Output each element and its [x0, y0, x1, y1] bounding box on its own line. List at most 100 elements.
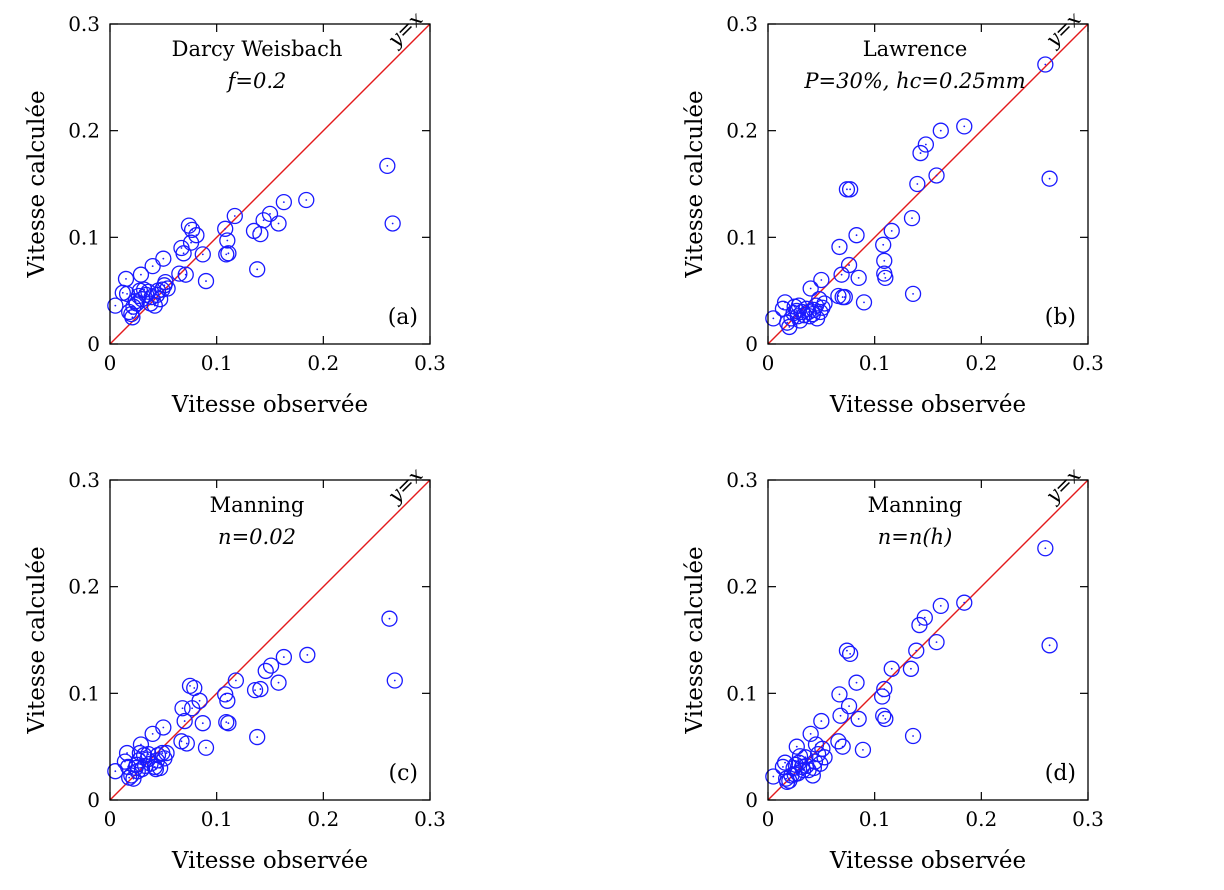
- data-point: [107, 763, 124, 780]
- data-point: [176, 712, 193, 730]
- data-point: [840, 256, 858, 274]
- chart-subtitle: f=0.2: [226, 69, 287, 93]
- data-point: [219, 232, 236, 249]
- data-point: [776, 754, 794, 771]
- y-tick-label: 0.1: [68, 225, 100, 249]
- x-tick-label: 0.1: [201, 351, 233, 375]
- data-point: [379, 157, 396, 175]
- data-point: [249, 261, 266, 278]
- data-point: [252, 225, 269, 243]
- data-point: [903, 209, 921, 227]
- y-tick-label: 0.2: [726, 575, 758, 599]
- data-point: [877, 269, 894, 287]
- plot-frame: [767, 479, 1089, 801]
- data-point: [831, 238, 848, 256]
- x-tick-label: 0.3: [414, 807, 446, 831]
- chart-title: Darcy Weisbach: [172, 37, 343, 61]
- chart-title: Lawrence: [863, 37, 968, 61]
- scatter-plot: 0 0.1 0.2 0.3 0 0.1 0.2 0.3 Vitesse observée Vite…: [682, 7, 1104, 412]
- x-axis-label: Vitesse observée: [829, 392, 1026, 412]
- data-point: [140, 745, 157, 763]
- x-tick-label: 0.2: [307, 351, 339, 375]
- data-point: [834, 738, 851, 755]
- data-point: [838, 642, 856, 659]
- diagonal-label: y=x: [1040, 463, 1085, 508]
- data-point: [252, 680, 269, 698]
- data-point: [220, 715, 237, 732]
- x-tick-label: 0: [762, 351, 775, 375]
- data-point: [1037, 56, 1054, 73]
- data-point: [227, 672, 245, 689]
- data-point: [381, 610, 398, 627]
- data-point: [107, 297, 124, 314]
- panel-label: (c): [389, 761, 419, 786]
- data-point: [788, 738, 805, 755]
- x-tick-label: 0.1: [859, 351, 891, 375]
- data-point: [218, 713, 235, 731]
- diagonal-label: y=x: [1040, 7, 1085, 52]
- y-tick-label: 0: [87, 788, 100, 812]
- data-point: [876, 680, 893, 698]
- data-point: [155, 250, 172, 267]
- data-point: [877, 710, 894, 728]
- data-point: [140, 283, 157, 300]
- x-tick-label: 0.1: [201, 807, 233, 831]
- x-tick-label: 0.3: [1072, 807, 1104, 831]
- data-point: [956, 594, 973, 611]
- scatter-panel: 0 0.1 0.2 0.3 0 0.1 0.2 0.3 Vitesse observée Vite…: [658, 0, 1224, 434]
- data-point: [384, 215, 401, 232]
- data-point: [386, 672, 403, 689]
- y-tick-label: 0: [87, 332, 100, 356]
- data-point: [1041, 170, 1058, 187]
- data-point: [220, 245, 237, 262]
- data-point: [855, 294, 873, 311]
- x-tick-label: 0: [104, 351, 117, 375]
- data-point: [912, 144, 929, 162]
- y-axis-label: Vitesse calculée: [682, 546, 708, 734]
- data-point: [854, 741, 872, 759]
- y-tick-label: 0.2: [68, 119, 100, 143]
- x-tick-label: 0.2: [307, 807, 339, 831]
- x-tick-label: 0: [104, 807, 117, 831]
- data-point: [848, 227, 865, 244]
- data-point: [133, 760, 151, 778]
- panel-label: (d): [1045, 761, 1076, 786]
- y-tick-label: 0.1: [726, 681, 758, 705]
- data-point: [299, 646, 316, 664]
- x-tick-label: 0.1: [859, 807, 891, 831]
- data-point: [802, 725, 819, 743]
- data-point: [262, 657, 280, 674]
- data-point: [217, 220, 234, 237]
- data-point: [197, 739, 215, 756]
- data-point: [848, 674, 865, 691]
- data-point: [932, 597, 949, 615]
- data-point: [177, 266, 194, 283]
- data-point: [795, 761, 812, 779]
- data-point: [836, 288, 853, 306]
- data-point: [1037, 540, 1054, 557]
- diagonal-label: y=x: [382, 7, 427, 52]
- data-point: [155, 719, 172, 736]
- diagonal-label: y=x: [382, 463, 427, 508]
- data-point: [178, 735, 195, 752]
- chart-subtitle: n=n(h): [878, 525, 953, 549]
- data-point: [841, 181, 859, 198]
- y-tick-label: 0.3: [726, 12, 758, 36]
- data-point: [194, 246, 211, 263]
- data-point: [144, 725, 161, 743]
- data-point: [813, 712, 830, 730]
- data-point: [159, 280, 176, 297]
- plot-frame: [109, 479, 431, 801]
- plot-frame: [109, 23, 431, 345]
- data-point: [904, 727, 922, 745]
- x-axis-label: Vitesse observée: [171, 848, 368, 868]
- data-point: [765, 768, 782, 785]
- scatter-panel: 0 0.1 0.2 0.3 0 0.1 0.2 0.3 Vitesse observée Vite…: [0, 456, 612, 890]
- data-point: [175, 245, 192, 262]
- y-axis-label: Vitesse calculée: [24, 546, 50, 734]
- y-tick-label: 0: [745, 332, 758, 356]
- y-tick-label: 0.3: [726, 468, 758, 492]
- panel-label: (b): [1045, 305, 1076, 330]
- panel-label: (a): [388, 305, 418, 330]
- y-tick-label: 0.3: [68, 12, 100, 36]
